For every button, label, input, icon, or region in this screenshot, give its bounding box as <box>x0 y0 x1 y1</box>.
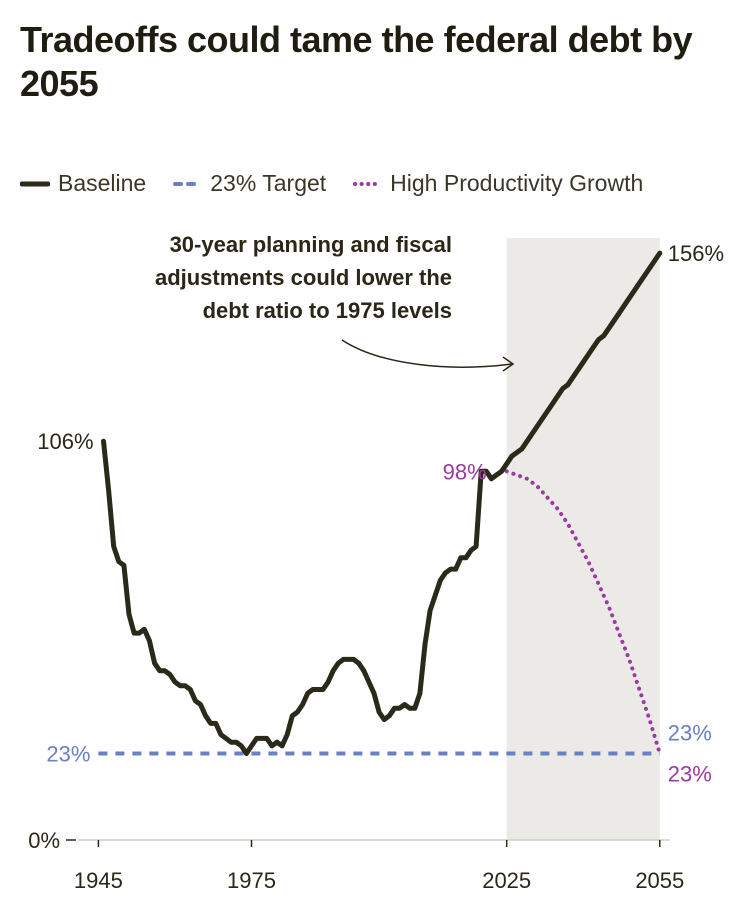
legend-label-baseline: Baseline <box>58 170 147 196</box>
chart-title: Tradeoffs could tame the federal debt by… <box>20 19 693 104</box>
x-axis: 1945 1975 2025 2055 0% <box>28 828 684 893</box>
projection-shade <box>506 238 660 840</box>
annotation-line-2: adjustments could lower the <box>155 265 452 290</box>
series-line-high-productivity-growth <box>504 469 662 756</box>
series-layer <box>98 250 663 756</box>
data-label-baseline-start: 106% <box>37 429 93 454</box>
labels-layer: 106% 156% 23% 23% 98% 23% <box>37 241 724 786</box>
annotation: 30-year planning and fiscal adjustments … <box>155 232 515 372</box>
data-label-baseline-end: 156% <box>668 241 724 266</box>
x-tick-label: 2025 <box>482 868 531 893</box>
legend: Baseline 23% Target High Productivity Gr… <box>20 170 669 197</box>
data-label-target-end: 23% <box>668 720 712 745</box>
x-tick-label: 1975 <box>227 868 276 893</box>
annotation-arrow <box>341 339 513 368</box>
legend-swatch-target-icon <box>173 181 203 186</box>
legend-label-target: 23% Target <box>210 170 327 196</box>
x-tick-label: 1945 <box>74 868 123 893</box>
data-label-productivity-end: 23% <box>668 761 712 786</box>
legend-swatch-productivity-icon <box>353 181 383 186</box>
data-label-productivity-start: 98% <box>443 459 487 484</box>
annotation-arrowhead-icon <box>502 356 515 372</box>
data-label-target-start: 23% <box>46 741 90 766</box>
annotation-line-3: debt ratio to 1975 levels <box>203 298 452 323</box>
x-tick-label: 2055 <box>635 868 684 893</box>
annotation-line-1: 30-year planning and fiscal <box>170 232 452 257</box>
legend-item-baseline: Baseline <box>20 170 146 197</box>
legend-item-productivity: High Productivity Growth <box>352 170 643 197</box>
y-tick-label: 0% <box>28 828 60 853</box>
legend-swatch-baseline-icon <box>20 181 50 186</box>
legend-item-target: 23% Target <box>172 170 326 197</box>
series-line-baseline <box>101 250 663 756</box>
legend-label-productivity: High Productivity Growth <box>390 170 644 196</box>
